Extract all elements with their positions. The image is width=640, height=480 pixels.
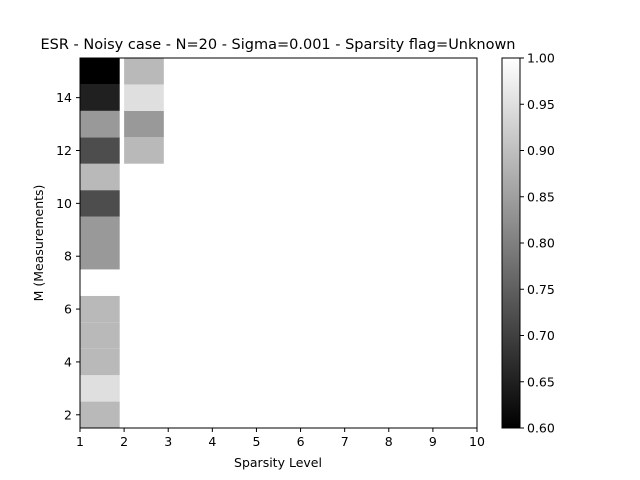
y-tick-label: 2: [64, 407, 72, 422]
heatmap-cell: [80, 190, 120, 217]
plot-frame: [79, 57, 478, 429]
y-tick-label: 12: [56, 143, 72, 158]
colorbar-tick-label: 0.90: [527, 143, 555, 158]
y-axis-label: M (Measurements): [31, 185, 46, 302]
colorbar-tick-label: 0.70: [527, 328, 555, 343]
colorbar-tick-label: 0.95: [527, 97, 555, 112]
heatmap-cell: [80, 163, 120, 191]
heatmap-cell: [80, 137, 120, 164]
x-tick-label: 4: [208, 434, 216, 449]
x-tick-label: 7: [341, 434, 349, 449]
heatmap-cell: [124, 58, 164, 85]
y-axis-ticks: 2 4 6 8 10 12 14: [56, 90, 80, 422]
x-tick-label: 2: [120, 434, 128, 449]
colorbar-tick-label: 0.75: [527, 282, 555, 297]
heatmap-cells: [80, 58, 164, 428]
colorbar-tick-label: 0.60: [527, 421, 555, 436]
heatmap-cell: [124, 110, 164, 138]
y-tick-label: 14: [56, 90, 72, 105]
heatmap-cell: [80, 110, 120, 138]
heatmap-cell: [80, 84, 120, 111]
colorbar-tick-label: 0.80: [527, 236, 555, 251]
colorbar-tick-label: 0.65: [527, 374, 555, 389]
heatmap-cell: [124, 84, 164, 111]
heatmap-cell: [80, 269, 120, 296]
heatmap-cell: [80, 58, 120, 85]
y-tick-label: 6: [64, 302, 72, 317]
x-axis-label: Sparsity Level: [234, 455, 322, 470]
heatmap-cell: [80, 216, 120, 243]
heatmap-cell: [80, 243, 120, 270]
x-tick-label: 6: [297, 434, 305, 449]
heatmap-cell: [80, 375, 120, 402]
heatmap-cell: [80, 295, 120, 323]
x-tick-label: 10: [469, 434, 485, 449]
colorbar-gradient: [502, 58, 520, 428]
x-tick-label: 9: [429, 434, 437, 449]
heatmap-cell: [124, 137, 164, 164]
colorbar: 0.60 0.65 0.70 0.75 0.80 0.85 0.90 0.95 1.00: [501, 51, 555, 436]
colorbar-tick-label: 1.00: [527, 51, 555, 66]
x-tick-label: 3: [164, 434, 172, 449]
x-tick-label: 8: [385, 434, 393, 449]
colorbar-tick-label: 0.85: [527, 189, 555, 204]
x-tick-label: 5: [252, 434, 260, 449]
y-tick-label: 10: [56, 196, 72, 211]
heatmap-cell: [80, 401, 120, 428]
colorbar-ticks: 0.60 0.65 0.70 0.75 0.80 0.85 0.90 0.95 1.00: [520, 51, 555, 436]
x-tick-label: 1: [76, 434, 84, 449]
heatmap-cell: [80, 322, 120, 349]
chart-title: ESR - Noisy case - N=20 - Sigma=0.001 - …: [40, 37, 515, 53]
plot-area: [79, 57, 478, 429]
y-tick-label: 4: [64, 354, 72, 369]
heatmap-cell: [80, 348, 120, 376]
y-tick-label: 8: [64, 249, 72, 264]
x-axis-ticks: 1 2 3 4 5 6 7 8 9 10: [76, 428, 485, 449]
